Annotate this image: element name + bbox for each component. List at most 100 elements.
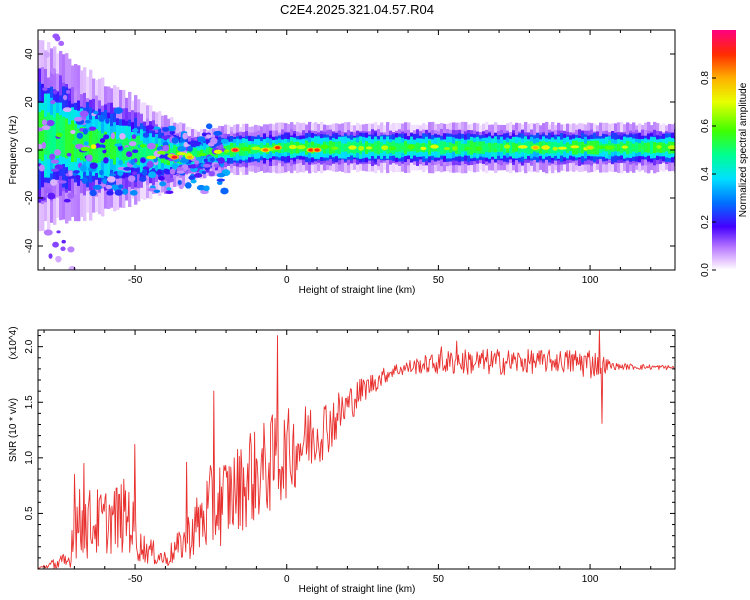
heatmap-noise	[182, 132, 188, 140]
heatmap-noise	[50, 99, 56, 105]
heatmap-noise	[50, 159, 59, 164]
heatmap-noise	[52, 241, 59, 248]
heatmap-noise	[161, 135, 170, 140]
heatmap-blob	[517, 145, 528, 149]
heatmap-cell	[113, 131, 117, 165]
snr-xtick-label: 50	[433, 574, 445, 585]
heatmap-noise	[213, 130, 223, 136]
heatmap-cell	[191, 147, 195, 163]
heatmap-cell	[437, 143, 441, 152]
snr-ytick-label: 1.0	[24, 450, 35, 464]
heatmap-noise	[75, 174, 81, 180]
heatmap-noise	[147, 187, 156, 192]
figure-title: C2E4.2025.321.04.57.R04	[280, 2, 434, 17]
heatmap-noise	[203, 158, 208, 163]
heatmap-cell	[194, 148, 198, 162]
heatmap-cell	[176, 146, 180, 163]
heatmap-cell	[662, 142, 666, 153]
heatmap-blob	[443, 146, 451, 151]
heatmap-cell	[116, 139, 120, 158]
heatmap-blob	[55, 132, 63, 138]
colorbar-tick-label: 0.2	[700, 215, 711, 229]
heatmap-blob	[430, 144, 439, 149]
snr-xtick-label: 100	[582, 574, 599, 585]
heatmap-cell	[512, 142, 516, 153]
heatmap-blob	[365, 146, 373, 150]
snr-ytick-label: 1.5	[24, 395, 35, 409]
heatmap-noise	[51, 168, 60, 172]
colorbar-label: Normalized spectral amplitude	[738, 82, 749, 217]
heatmap-blob	[109, 151, 117, 156]
heatmap-noise	[177, 145, 186, 152]
heatmap-cell	[395, 143, 399, 153]
heatmap-blob	[71, 140, 78, 145]
heatmap-cell	[137, 135, 141, 165]
heatmap-noise	[163, 168, 171, 175]
heatmap-noise	[49, 153, 56, 160]
heatmap-noise	[56, 230, 61, 234]
heatmap-noise	[105, 117, 110, 124]
heatmap-noise	[103, 134, 110, 140]
heatmap-noise	[81, 177, 88, 184]
heatmap-cell	[317, 143, 321, 152]
heatmap-noise	[55, 255, 62, 263]
heatmap-noise	[95, 143, 101, 149]
heatmap-noise	[109, 173, 117, 177]
heatmap-noise	[47, 192, 56, 200]
heatmap-noise	[156, 169, 163, 176]
heatmap-blob	[604, 145, 615, 150]
heatmap-cell	[206, 147, 210, 159]
spectrogram-ytick-label: 20	[24, 96, 35, 108]
heatmap-blob	[475, 146, 482, 152]
heatmap-cell	[470, 140, 474, 155]
snr-xtick-label: 0	[284, 574, 290, 585]
heatmap-noise	[171, 137, 179, 144]
heatmap-noise	[119, 132, 126, 140]
heatmap-noise	[159, 181, 167, 187]
heatmap-noise	[39, 196, 46, 201]
snr-ylabel: SNR (10 * v/v)	[8, 398, 19, 462]
heatmap-noise	[131, 128, 139, 132]
heatmap-cell	[500, 143, 504, 152]
heatmap-peak	[171, 155, 178, 159]
heatmap-noise	[220, 187, 229, 195]
heatmap-blob	[288, 144, 297, 150]
heatmap-blob	[482, 146, 490, 151]
heatmap-noise	[132, 149, 139, 154]
heatmap-noise	[188, 175, 195, 180]
heatmap-noise	[76, 132, 84, 139]
heatmap-noise	[48, 253, 53, 259]
heatmap-blob	[407, 144, 416, 150]
heatmap-cell	[440, 140, 444, 155]
heatmap-cell	[398, 143, 402, 152]
heatmap-noise	[117, 170, 124, 176]
snr-background	[38, 330, 675, 569]
spectrogram-xtick-label: 50	[433, 275, 445, 286]
heatmap-noise	[140, 158, 146, 163]
heatmap-noise	[110, 132, 115, 140]
heatmap-blob	[381, 145, 389, 151]
heatmap-cell	[449, 142, 453, 153]
heatmap-noise	[114, 189, 123, 196]
heatmap-cell	[77, 128, 81, 158]
heatmap-noise	[187, 145, 193, 152]
heatmap-peak	[314, 148, 320, 152]
heatmap-blob	[596, 145, 606, 150]
heatmap-cell	[338, 141, 342, 154]
heatmap-cell	[650, 141, 654, 154]
colorbar-tick-label: 0.6	[700, 119, 711, 133]
heatmap-noise	[92, 184, 102, 190]
spectrogram-xtick-label: 0	[284, 275, 290, 286]
heatmap-cell	[458, 140, 462, 155]
heatmap-blob	[176, 152, 187, 156]
heatmap-cell	[41, 110, 45, 161]
snr-scale-note: (x10^4)	[8, 326, 19, 359]
heatmap-noise	[205, 134, 212, 139]
heatmap-noise	[44, 187, 52, 194]
heatmap-cell	[566, 142, 570, 154]
heatmap-noise	[194, 160, 200, 165]
heatmap-cell	[473, 142, 477, 154]
heatmap-cell	[593, 140, 597, 155]
heatmap-noise	[38, 164, 45, 172]
heatmap-noise	[99, 138, 106, 144]
